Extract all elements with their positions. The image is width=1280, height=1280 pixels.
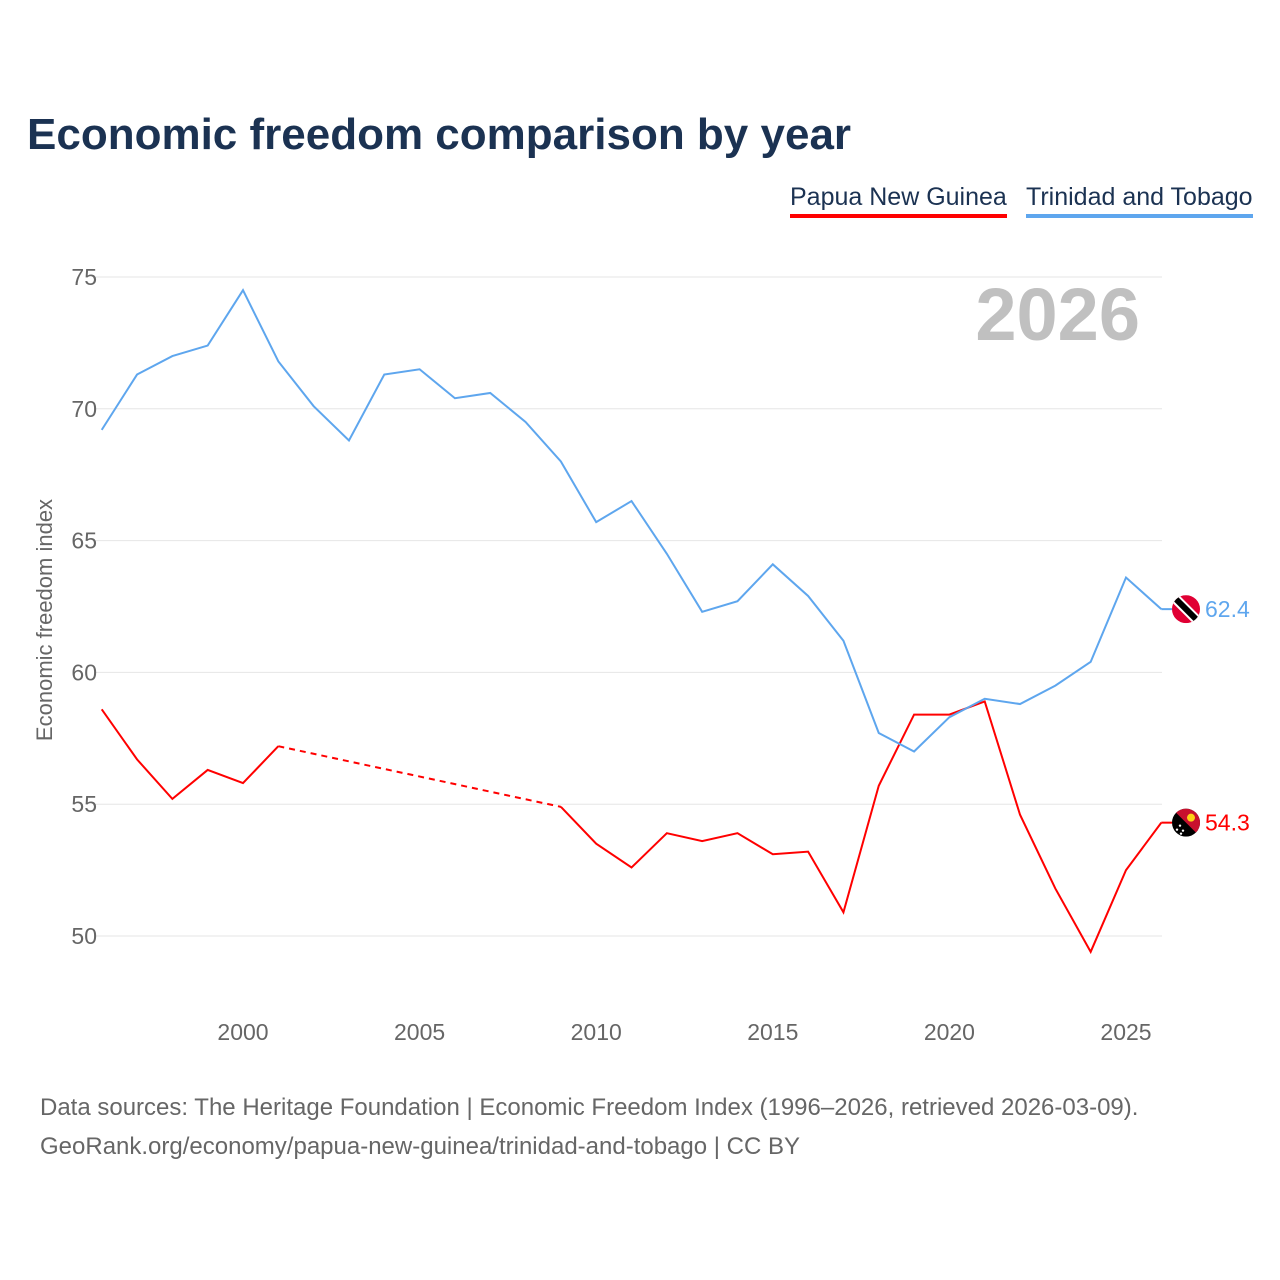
source-line-1: Data sources: The Heritage Foundation | … — [40, 1094, 1139, 1121]
y-tick-label: 75 — [71, 264, 97, 290]
y-tick-label: 60 — [71, 659, 97, 685]
source-line-2[interactable]: GeoRank.org/economy/papua-new-guinea/tri… — [40, 1133, 801, 1160]
png-flag-icon — [1172, 808, 1200, 837]
y-axis-label: Economic freedom index — [32, 499, 57, 741]
y-tick-label: 55 — [71, 791, 97, 817]
legend-papua-new-guinea[interactable]: Papua New Guinea — [790, 183, 1007, 218]
x-tick-label: 2015 — [747, 1019, 798, 1045]
tt-flag-icon — [1172, 595, 1200, 624]
end-value-label: 62.4 — [1205, 596, 1250, 622]
year-watermark: 2026 — [975, 273, 1140, 356]
x-tick-label: 2020 — [924, 1019, 975, 1045]
y-tick-label: 70 — [71, 396, 97, 422]
x-tick-label: 2000 — [217, 1019, 268, 1045]
source-note: Data sources: The Heritage Foundation | … — [40, 1088, 1138, 1166]
x-tick-label: 2005 — [394, 1019, 445, 1045]
x-tick-label: 2010 — [571, 1019, 622, 1045]
x-tick-label: 2025 — [1100, 1019, 1151, 1045]
chart-title: Economic freedom comparison by year — [27, 110, 852, 159]
series-gap-line-0 — [278, 745, 562, 808]
y-tick-label: 65 — [71, 528, 97, 554]
series-line-1 — [100, 288, 1162, 753]
series-line-0 — [100, 708, 280, 801]
series-line-0 — [560, 700, 1163, 955]
y-tick-label: 50 — [71, 923, 97, 949]
end-value-label: 54.3 — [1205, 810, 1250, 836]
legend-trinidad-and-tobago[interactable]: Trinidad and Tobago — [1026, 183, 1253, 218]
